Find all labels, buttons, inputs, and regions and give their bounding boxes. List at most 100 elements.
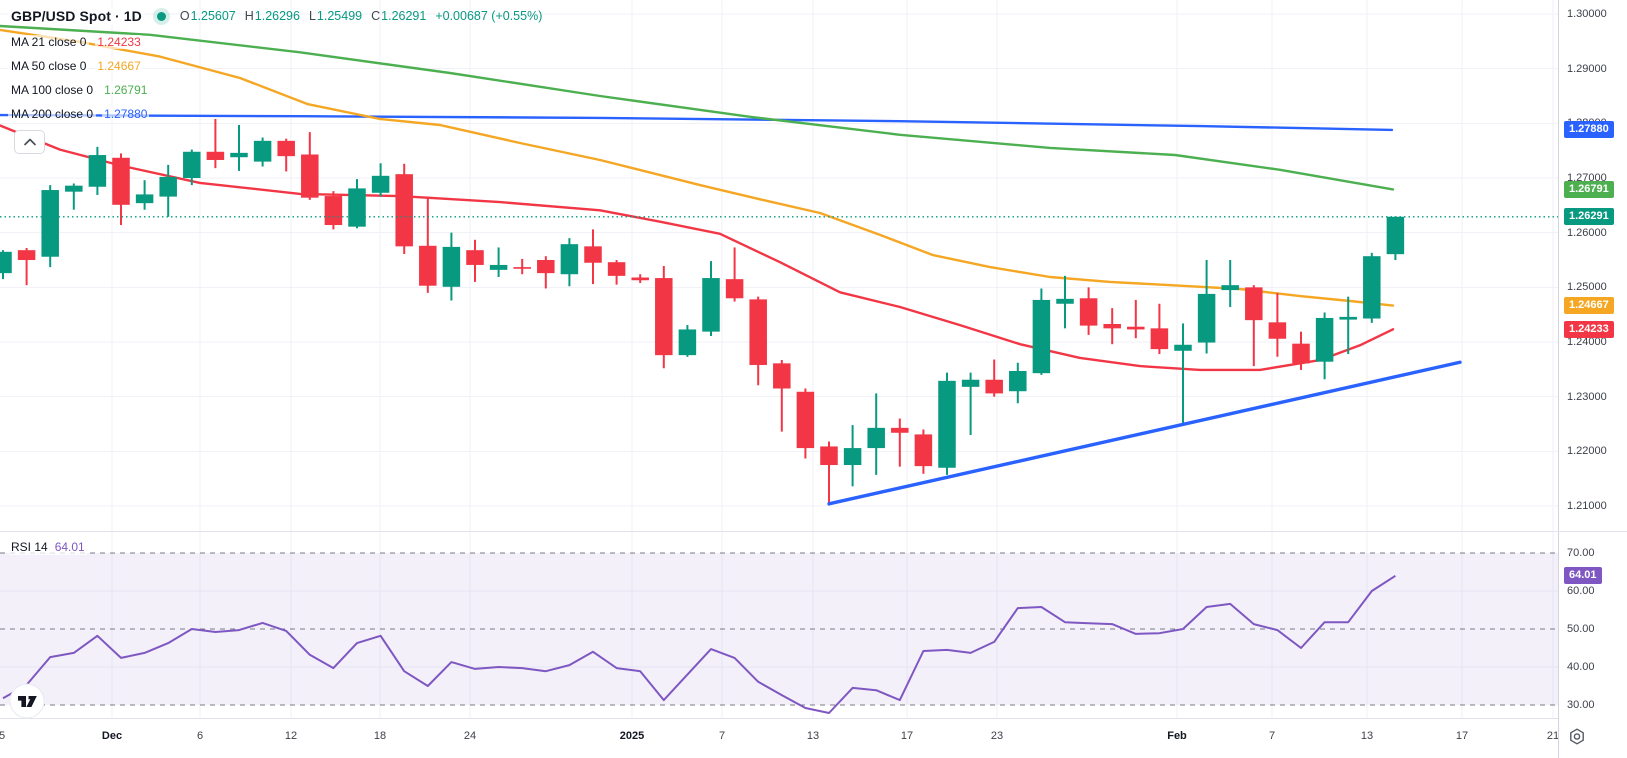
candle-body <box>183 151 201 179</box>
time-tick-label: 13 <box>1360 730 1374 742</box>
candle-body <box>1056 298 1074 304</box>
time-tick-label: 23 <box>990 730 1004 742</box>
candle-body <box>1079 298 1098 326</box>
change-value: +0.00687 (+0.55%) <box>435 9 543 23</box>
candle-body <box>206 151 225 160</box>
ohlc-item-o: O1.25607 <box>179 9 236 23</box>
candle-body <box>1032 299 1051 374</box>
candle-body <box>112 157 130 205</box>
price-tick-label: 1.24000 <box>1567 336 1607 349</box>
candle-body <box>914 434 933 467</box>
candle-body <box>938 380 956 468</box>
candle-body <box>537 260 555 274</box>
ohlc-item-c: C1.26291 <box>371 9 427 23</box>
tradingview-logo[interactable] <box>9 683 45 724</box>
candle-body <box>0 251 12 274</box>
rsi-tick-label: 30.00 <box>1567 699 1595 711</box>
ma200-line <box>0 113 1394 132</box>
trendline[interactable] <box>827 360 1462 506</box>
time-tick-label: 12 <box>284 730 298 742</box>
candle-body <box>655 278 673 356</box>
candle-body <box>1150 328 1169 350</box>
time-axis[interactable]: 5 Dec 6 12 18 24 2025 7 13 17 23 Feb 7 13 17 21 <box>0 718 1627 758</box>
candle-body <box>324 196 343 226</box>
axis-badge-1.24667: 1.24667 <box>1564 297 1614 315</box>
candle-body <box>348 188 366 227</box>
candle-body <box>513 267 531 269</box>
rsi-label: RSI 14 <box>11 540 48 554</box>
time-tick-label: 6 <box>196 730 204 742</box>
symbol-row: GBP/USD Spot · 1D O1.25607 H1.26296 L1.254… <box>8 6 542 26</box>
ma100-line <box>0 24 1395 191</box>
candle-body <box>395 174 413 247</box>
candle-body <box>1197 293 1216 343</box>
candle-body <box>489 264 508 270</box>
market-status-dot <box>156 11 166 21</box>
candle-body <box>1268 322 1287 339</box>
candle-body <box>442 246 461 287</box>
chart-legend: GBP/USD Spot · 1D O1.25607 H1.26296 L1.254… <box>8 6 542 129</box>
time-tick-label: 13 <box>806 730 820 742</box>
candle-body <box>1386 216 1405 255</box>
price-tick-label: 1.30000 <box>1567 8 1607 20</box>
time-tick-label: 18 <box>373 730 387 742</box>
candle-body <box>607 262 626 276</box>
chevron-up-icon <box>23 138 36 146</box>
candle-body <box>961 379 980 387</box>
candle-body <box>843 448 862 466</box>
candle-body <box>560 244 579 275</box>
ma100-label: MA 100 close 0 <box>8 82 97 97</box>
ma200-value: 1.27880 <box>102 106 150 121</box>
ma21-value: 1.24233 <box>95 34 143 49</box>
axis-badge-1.26291: 1.26291 <box>1564 208 1614 226</box>
legend-row-ma100[interactable]: MA 100 close 0 1.26791 <box>8 81 542 98</box>
settings-icon[interactable] <box>1567 727 1587 747</box>
candle-body <box>1221 285 1239 291</box>
candle-body <box>135 194 154 204</box>
ma50-line <box>0 28 1395 307</box>
time-tick-label: Dec <box>101 730 123 742</box>
ma21-label: MA 21 close 0 <box>8 34 90 49</box>
time-tick-label: 24 <box>463 730 477 742</box>
collapse-legend-button[interactable] <box>14 130 45 154</box>
price-tick-label: 1.29000 <box>1567 62 1607 75</box>
ohlc-item-l: L1.25499 <box>308 9 363 23</box>
candle-body <box>230 152 248 158</box>
legend-row-rsi[interactable]: RSI 14 64.01 <box>8 539 88 555</box>
price-tick-label: 1.22000 <box>1567 445 1607 458</box>
candle-body <box>1127 326 1145 330</box>
candle-body <box>631 277 649 281</box>
candle-body <box>820 446 838 466</box>
rsi-tick-label: 60.00 <box>1567 585 1595 597</box>
time-tick-label: Feb <box>1167 730 1187 742</box>
legend-row-ma21[interactable]: MA 21 close 0 1.24233 <box>8 33 542 50</box>
candle-body <box>301 154 319 198</box>
ma50-value: 1.24667 <box>95 58 143 73</box>
candle-body <box>1103 323 1121 329</box>
candle-body <box>1363 256 1381 319</box>
time-tick-label: 21 <box>1546 730 1560 742</box>
candle-body <box>1315 317 1334 362</box>
price-tick-label: 1.25000 <box>1567 281 1607 294</box>
candle-body <box>159 176 177 197</box>
candle-body <box>277 140 295 157</box>
candle-body <box>867 427 885 449</box>
ma100-value: 1.26791 <box>102 82 150 97</box>
legend-row-ma200[interactable]: MA 200 close 0 1.27880 <box>8 105 542 122</box>
price-tick-label: 1.21000 <box>1567 500 1607 513</box>
price-tick-label: 1.26000 <box>1567 226 1607 239</box>
pane-divider[interactable] <box>0 531 1627 532</box>
axis-badge-64.01: 64.01 <box>1564 567 1602 585</box>
rsi-band <box>0 553 1558 705</box>
candle-body <box>773 363 791 389</box>
candle-body <box>17 250 36 261</box>
candle-body <box>749 299 767 365</box>
time-tick-label: 7 <box>718 730 726 742</box>
legend-row-ma50[interactable]: MA 50 close 0 1.24667 <box>8 57 542 74</box>
price-axis[interactable]: 1.300001.290001.280001.270001.260001.250… <box>1558 0 1627 758</box>
symbol-title[interactable]: GBP/USD Spot · 1D <box>8 7 145 25</box>
axis-badge-1.27880: 1.27880 <box>1564 121 1614 139</box>
candle-body <box>371 175 390 193</box>
candle-body <box>88 155 107 187</box>
